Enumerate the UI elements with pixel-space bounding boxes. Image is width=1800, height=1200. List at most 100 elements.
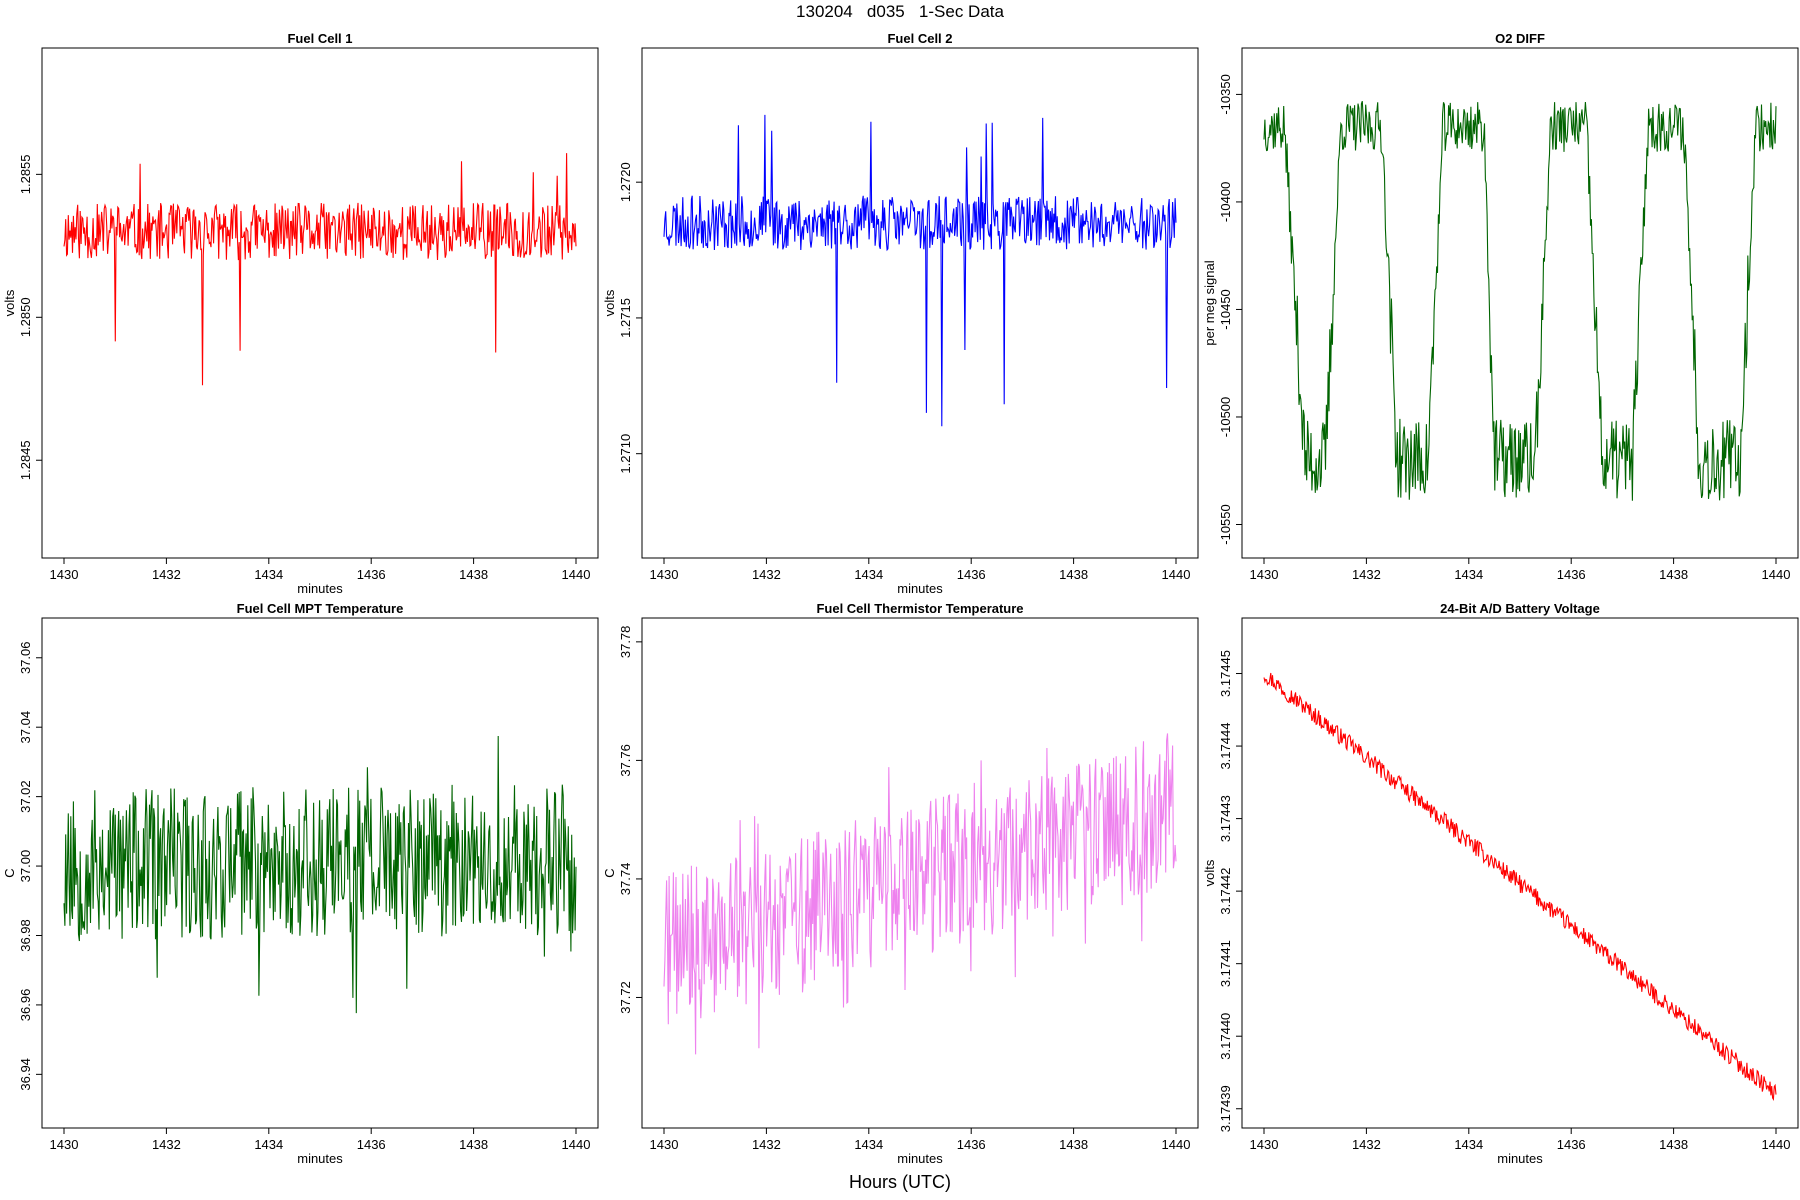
- y-tick-label: 36.94: [18, 1058, 33, 1091]
- chart-svg: O2 DIFF 1430 1432 1434 1436 1438 1440 -10550 -10…: [1202, 31, 1799, 582]
- chart-svg: Fuel Cell 2 1430 1432 1434 1436 1438 1440 minut…: [602, 31, 1199, 596]
- y-tick-label: -10450: [1218, 289, 1233, 329]
- y-tick-label: 3.17441: [1218, 940, 1233, 987]
- y-axis-label: C: [602, 868, 617, 877]
- x-tick-label: 1436: [357, 567, 386, 582]
- x-tick-label: 1434: [1454, 1137, 1483, 1152]
- y-tick-label: 37.00: [18, 850, 33, 883]
- chart-panel-fuel-cell-1: Fuel Cell 1 1430 1432 1434 1436 1438 1440 minut…: [0, 30, 600, 610]
- x-tick-label: 1436: [357, 1137, 386, 1152]
- x-tick-label: 1440: [562, 1137, 591, 1152]
- x-tick-label: 1440: [1762, 567, 1791, 582]
- x-tick-label: 1438: [1059, 1137, 1088, 1152]
- chart-title: Fuel Cell MPT Temperature: [237, 601, 404, 616]
- chart-panel-battery-voltage: 24-Bit A/D Battery Voltage 1430 1432 1434 14…: [1200, 600, 1800, 1180]
- chart-svg: Fuel Cell MPT Temperature 1430 1432 1434 143…: [2, 601, 599, 1166]
- x-tick-label: 1436: [1557, 1137, 1586, 1152]
- x-tick-label: 1434: [854, 1137, 883, 1152]
- x-tick-label: 1434: [854, 567, 883, 582]
- x-tick-label: 1434: [254, 1137, 283, 1152]
- chart-panel-mpt-temperature: Fuel Cell MPT Temperature 1430 1432 1434 143…: [0, 600, 600, 1180]
- x-axis-label: minutes: [297, 581, 343, 596]
- y-tick-label: 3.17444: [1218, 723, 1233, 770]
- y-tick-label: 37.06: [18, 641, 33, 674]
- x-tick-label: 1430: [650, 567, 679, 582]
- series-line: [1263, 672, 1777, 1101]
- chart-svg: Fuel Cell Thermistor Temperature 1430 1432…: [602, 601, 1199, 1166]
- x-tick-label: 1432: [1352, 1137, 1381, 1152]
- x-tick-label: 1430: [50, 567, 79, 582]
- y-tick-label: -10500: [1218, 397, 1233, 437]
- y-tick-label: -10350: [1218, 74, 1233, 114]
- chart-svg: Fuel Cell 1 1430 1432 1434 1436 1438 1440 minut…: [2, 31, 599, 596]
- y-axis-label: per meg signal: [1202, 260, 1217, 345]
- y-tick-label: 3.17443: [1218, 795, 1233, 842]
- x-tick-label: 1440: [1162, 567, 1191, 582]
- chart-panel-o2-diff: O2 DIFF 1430 1432 1434 1436 1438 1440 -10550 -10…: [1200, 30, 1800, 610]
- chart-title: O2 DIFF: [1495, 31, 1545, 46]
- y-tick-label: 1.2845: [18, 440, 33, 480]
- x-tick-label: 1434: [1454, 567, 1483, 582]
- series-line: [63, 735, 577, 1014]
- series-line: [63, 153, 577, 386]
- y-tick-label: 3.17445: [1218, 650, 1233, 697]
- chart-panel-fuel-cell-2: Fuel Cell 2 1430 1432 1434 1436 1438 1440 minut…: [600, 30, 1200, 610]
- x-tick-label: 1434: [254, 567, 283, 582]
- plot-frame: [41, 47, 599, 559]
- footer-axis-label: Hours (UTC): [849, 1172, 951, 1192]
- y-tick-label: 37.02: [18, 780, 33, 813]
- y-axis-label: volts: [602, 289, 617, 316]
- y-axis-label: C: [2, 868, 17, 877]
- x-tick-label: 1430: [650, 1137, 679, 1152]
- series-line: [663, 114, 1177, 427]
- x-tick-label: 1438: [1659, 1137, 1688, 1152]
- y-tick-label: 37.72: [618, 981, 633, 1014]
- x-tick-label: 1430: [1250, 1137, 1279, 1152]
- x-tick-label: 1432: [1352, 567, 1381, 582]
- plot-frame: [1241, 47, 1799, 559]
- chart-title: 24-Bit A/D Battery Voltage: [1440, 601, 1600, 616]
- x-tick-label: 1430: [1250, 567, 1279, 582]
- y-axis-label: volts: [1202, 859, 1217, 886]
- x-tick-label: 1438: [459, 1137, 488, 1152]
- x-axis-label: minutes: [897, 581, 943, 596]
- plot-frame: [641, 617, 1199, 1129]
- x-tick-label: 1438: [459, 567, 488, 582]
- series-line: [663, 733, 1177, 1055]
- y-axis-label: volts: [2, 289, 17, 316]
- x-tick-label: 1432: [152, 567, 181, 582]
- y-tick-label: 1.2710: [618, 434, 633, 474]
- chart-panel-thermistor-temperature: Fuel Cell Thermistor Temperature 1430 1432…: [600, 600, 1200, 1180]
- x-tick-label: 1432: [752, 567, 781, 582]
- x-tick-label: 1440: [1762, 1137, 1791, 1152]
- chart-title: Fuel Cell 1: [287, 31, 352, 46]
- y-tick-label: 3.17440: [1218, 1013, 1233, 1060]
- x-tick-label: 1432: [752, 1137, 781, 1152]
- y-tick-label: 36.96: [18, 989, 33, 1022]
- x-tick-label: 1430: [50, 1137, 79, 1152]
- x-tick-label: 1436: [957, 1137, 986, 1152]
- y-tick-label: 37.74: [618, 863, 633, 896]
- plot-frame: [41, 617, 599, 1129]
- x-tick-label: 1438: [1059, 567, 1088, 582]
- x-tick-label: 1440: [1162, 1137, 1191, 1152]
- plot-frame: [1241, 617, 1799, 1129]
- chart-svg: 24-Bit A/D Battery Voltage 1430 1432 1434 14…: [1202, 601, 1799, 1166]
- y-tick-label: 37.78: [618, 626, 633, 659]
- x-axis-label: minutes: [297, 1151, 343, 1166]
- x-tick-label: 1436: [1557, 567, 1586, 582]
- chart-title: Fuel Cell Thermistor Temperature: [816, 601, 1023, 616]
- y-tick-label: 1.2720: [618, 162, 633, 202]
- x-axis-label: minutes: [897, 1151, 943, 1166]
- series-line: [1263, 101, 1777, 501]
- y-tick-label: 37.04: [18, 711, 33, 744]
- y-tick-label: 3.17442: [1218, 868, 1233, 915]
- chart-title: Fuel Cell 2: [887, 31, 952, 46]
- y-tick-label: 3.17439: [1218, 1085, 1233, 1132]
- y-tick-label: 1.2715: [618, 298, 633, 338]
- plot-frame: [641, 47, 1199, 559]
- y-tick-label: -10550: [1218, 504, 1233, 544]
- y-tick-label: 1.2855: [18, 154, 33, 194]
- x-tick-label: 1436: [957, 567, 986, 582]
- x-axis-label: minutes: [1497, 1151, 1543, 1166]
